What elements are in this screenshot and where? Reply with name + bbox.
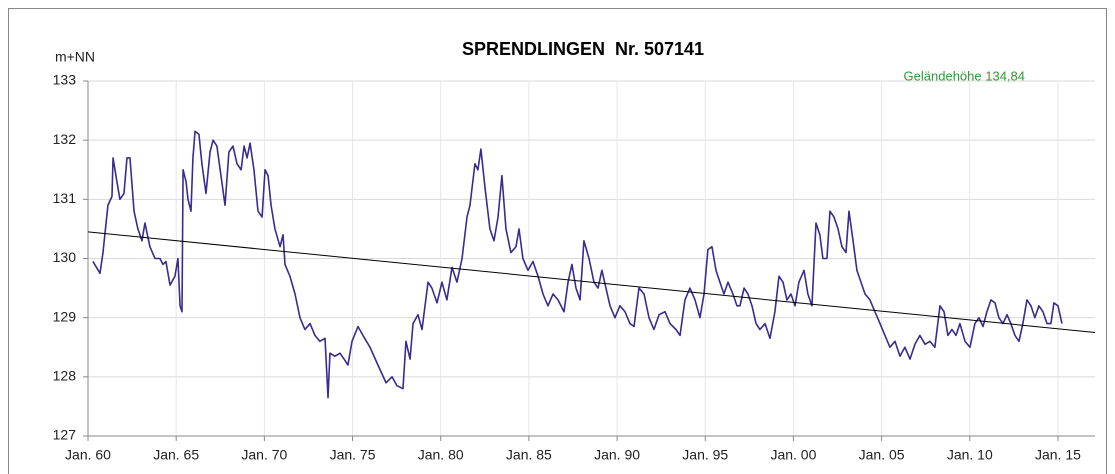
x-tick-label: Jan. 10 (947, 447, 993, 463)
data-line (92, 130, 1063, 399)
y-tick-label: 131 (53, 190, 77, 206)
chart-frame (8, 8, 1107, 474)
annotation: Geländehöhe 134,84 (904, 68, 1025, 83)
x-tick-label: Jan. 80 (418, 447, 464, 463)
x-tick-label: Jan. 65 (153, 447, 199, 463)
y-tick-label: 129 (53, 308, 77, 324)
x-tick-label: Jan. 15 (1035, 447, 1081, 463)
x-tick-label: Jan. 60 (65, 447, 111, 463)
x-tick-label: Jan. 05 (859, 447, 905, 463)
trend-line (87, 231, 1096, 333)
x-tick-label: Jan. 95 (682, 447, 728, 463)
y-tick-label: 132 (53, 131, 77, 147)
chart-title: SPRENDLINGEN Nr. 507141 (462, 39, 704, 59)
y-tick-label: 133 (53, 72, 77, 88)
y-axis-label: m+NN (55, 49, 95, 65)
y-tick-label: 130 (53, 249, 77, 265)
x-tick-label: Jan. 75 (330, 447, 376, 463)
x-tick-label: Jan. 85 (506, 447, 552, 463)
y-tick-label: 128 (53, 368, 77, 384)
y-tick-label: 127 (53, 427, 77, 443)
x-tick-label: Jan. 00 (770, 447, 816, 463)
x-tick-label: Jan. 90 (594, 447, 640, 463)
x-tick-label: Jan. 70 (241, 447, 287, 463)
